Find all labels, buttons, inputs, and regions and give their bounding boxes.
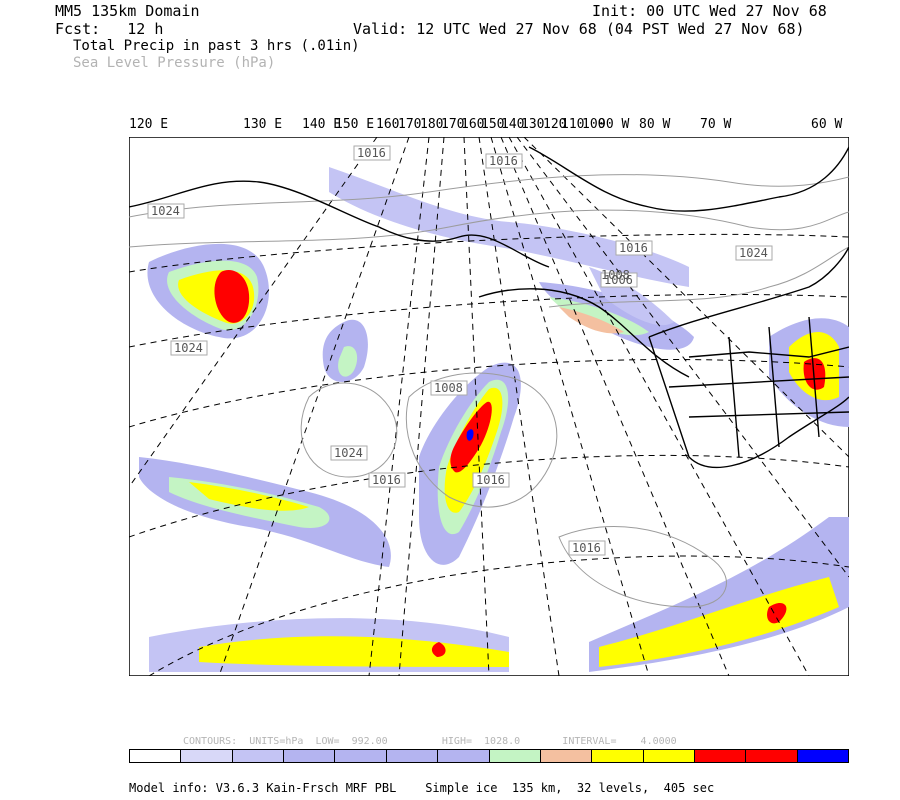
lon-label: 80 W xyxy=(639,117,671,132)
lon-label: 120 E xyxy=(129,117,169,132)
lon-label: 160 xyxy=(461,117,485,132)
field-title-precip: Total Precip in past 3 hrs (.01in) xyxy=(73,38,360,54)
lon-label: 170 xyxy=(398,117,422,132)
isobar-label: 1016 xyxy=(357,146,386,160)
isobar-label: 1006 xyxy=(604,273,633,287)
lon-label: 130 xyxy=(521,117,545,132)
lon-label: 60 W xyxy=(811,117,843,132)
color-scale-swatch xyxy=(592,750,644,762)
color-scale-swatch xyxy=(797,750,849,762)
isobar-label: 1024 xyxy=(739,246,768,260)
isobar-label: 1024 xyxy=(174,341,203,355)
color-scale-swatch xyxy=(694,750,747,762)
color-scale-swatch xyxy=(540,750,593,762)
lon-label: 90 W xyxy=(598,117,630,132)
precip-fields xyxy=(139,167,849,672)
lon-label: 160 xyxy=(376,117,400,132)
lon-label: 150 E xyxy=(335,117,375,132)
lon-label: 140 xyxy=(501,117,525,132)
isobar-label: 1016 xyxy=(489,154,518,168)
color-scale-swatch xyxy=(284,750,336,762)
lon-label: 180 xyxy=(420,117,444,132)
lon-label: 120 xyxy=(543,117,567,132)
isobar-label: 1008 xyxy=(601,268,630,282)
color-scale-swatch xyxy=(438,750,490,762)
color-scale-bar xyxy=(129,749,849,763)
color-scale-swatch xyxy=(643,750,695,762)
isobar-label: 1016 xyxy=(372,473,401,487)
color-scale-swatch xyxy=(335,750,387,762)
color-scale-swatch xyxy=(181,750,233,762)
lon-label: 100 xyxy=(582,117,606,132)
isobar-label: 1024 xyxy=(334,446,363,460)
isobar-label: 1016 xyxy=(572,541,601,555)
isobar-labels: 1024 1016 1016 1008 1024 1006 1024 1016 … xyxy=(147,145,773,556)
map-panel: 1024 1016 1016 1008 1024 1006 1024 1016 … xyxy=(129,137,849,676)
color-scale-swatch xyxy=(130,750,182,762)
isobar-label: 1008 xyxy=(434,381,463,395)
valid-time: Valid: 12 UTC Wed 27 Nov 68 (04 PST Wed … xyxy=(353,20,805,38)
lon-label: 130 E xyxy=(243,117,283,132)
color-scale-swatch xyxy=(746,750,798,762)
graticule xyxy=(129,137,849,676)
color-scale-swatch xyxy=(489,750,541,762)
isobar-label: 1016 xyxy=(619,241,648,255)
model-info: Model info: V3.6.3 Kain-Frsch MRF PBL Si… xyxy=(129,781,715,795)
color-scale-swatch xyxy=(232,750,285,762)
lon-label: 70 W xyxy=(700,117,732,132)
field-title-slp: Sea Level Pressure (hPa) xyxy=(73,55,276,71)
lon-label: 110 xyxy=(561,117,585,132)
color-scale-swatch xyxy=(386,750,439,762)
contours-info: CONTOURS: UNITS=hPa LOW= 992.00 HIGH= 10… xyxy=(183,736,677,747)
isobar-label: 1024 xyxy=(151,204,180,218)
isobar-label: 1016 xyxy=(476,473,505,487)
isobars xyxy=(129,174,849,608)
lon-label: 170 xyxy=(441,117,465,132)
domain-title: MM5 135km Domain xyxy=(55,2,200,20)
forecast-hour: Fcst: 12 h xyxy=(55,20,164,38)
init-time: Init: 00 UTC Wed 27 Nov 68 xyxy=(592,2,827,20)
coastlines xyxy=(129,146,849,469)
lon-label: 150 xyxy=(481,117,505,132)
lon-label: 140 E xyxy=(302,117,342,132)
